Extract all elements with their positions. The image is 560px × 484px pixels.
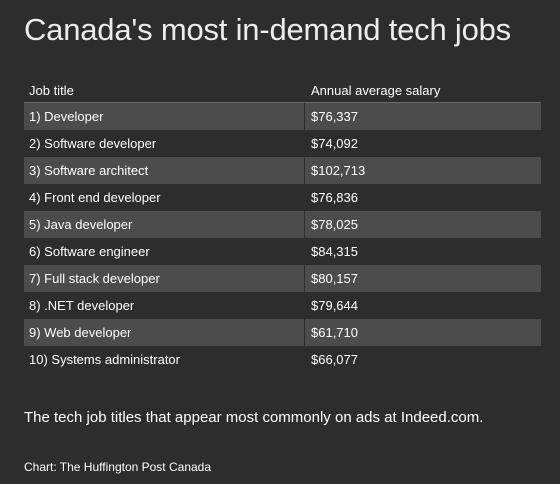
table-row: 10) Systems administrator $66,077	[24, 346, 541, 373]
salary-cell: $76,337	[304, 103, 541, 130]
table-header-row: Job title Annual average salary	[24, 79, 541, 103]
chart-caption: The tech job titles that appear most com…	[24, 409, 484, 426]
salary-cell: $80,157	[304, 265, 541, 292]
salary-cell: $74,092	[304, 130, 541, 157]
job-title-cell: 10) Systems administrator	[29, 352, 180, 367]
job-title-cell: 5) Java developer	[29, 217, 133, 232]
salary-cell: $102,713	[304, 157, 541, 184]
salary-table: Job title Annual average salary 1) Devel…	[24, 79, 541, 373]
table-row: 1) Developer $76,337	[24, 103, 541, 130]
chart-title: Canada's most in-demand tech jobs	[24, 12, 511, 47]
salary-cell: $76,836	[304, 184, 541, 211]
salary-cell: $61,710	[304, 319, 541, 346]
job-title-cell: 8) .NET developer	[29, 298, 135, 313]
job-title-cell: 6) Software engineer	[29, 244, 150, 259]
job-title-cell: 4) Front end developer	[29, 190, 161, 205]
salary-cell: $84,315	[304, 238, 541, 265]
table-row: 5) Java developer $78,025	[24, 211, 541, 238]
job-title-cell: 3) Software architect	[29, 163, 149, 178]
table-row: 2) Software developer $74,092	[24, 130, 541, 157]
salary-cell: $66,077	[304, 346, 541, 373]
table-row: 7) Full stack developer $80,157	[24, 265, 541, 292]
table-row: 8) .NET developer $79,644	[24, 292, 541, 319]
table-body: 1) Developer $76,337 2) Software developer…	[24, 103, 541, 373]
table-row: 4) Front end developer $76,836	[24, 184, 541, 211]
job-title-cell: 2) Software developer	[29, 136, 157, 151]
table-row: 9) Web developer $61,710	[24, 319, 541, 346]
table-row: 6) Software engineer $84,315	[24, 238, 541, 265]
column-header-salary: Annual average salary	[311, 83, 441, 98]
job-title-cell: 7) Full stack developer	[29, 271, 160, 286]
salary-cell: $79,644	[304, 292, 541, 319]
column-header-job-title: Job title	[29, 83, 74, 98]
job-title-cell: 1) Developer	[29, 109, 104, 124]
table-row: 3) Software architect $102,713	[24, 157, 541, 184]
chart-credit: Chart: The Huffington Post Canada	[24, 460, 212, 474]
salary-cell: $78,025	[304, 211, 541, 238]
job-title-cell: 9) Web developer	[29, 325, 132, 340]
